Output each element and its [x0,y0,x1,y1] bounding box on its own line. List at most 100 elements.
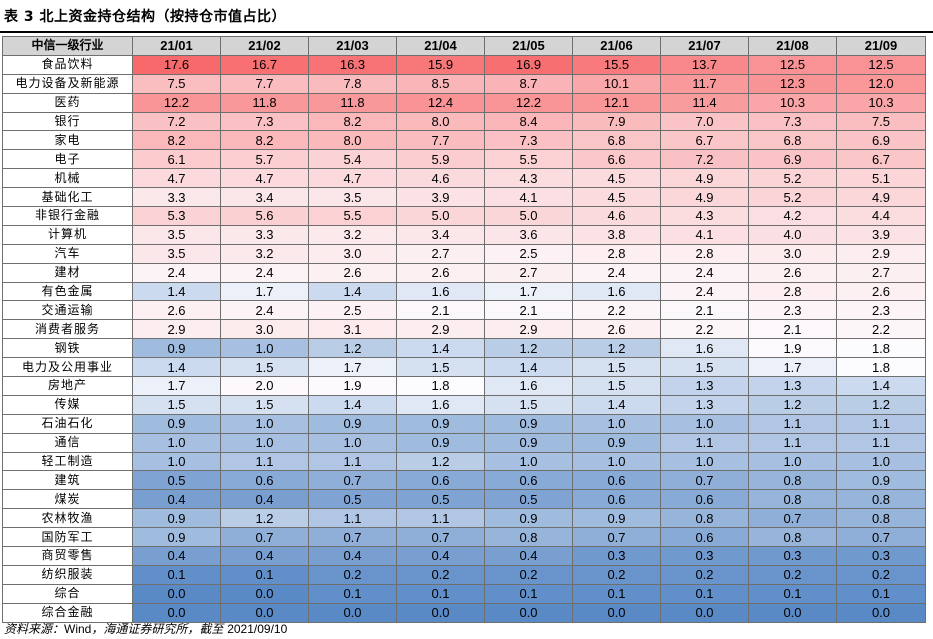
holding-share-cell: 0.6 [572,470,661,491]
holding-share-cell: 0.2 [660,564,749,585]
holding-share-cell: 1.4 [484,357,573,378]
industry-column-header: 中信一级行业 [2,36,133,56]
holding-share-cell: 1.7 [484,281,573,302]
holding-share-cell: 3.4 [396,224,485,245]
holding-share-cell: 3.9 [836,224,926,245]
holding-share-cell: 2.2 [660,319,749,340]
holding-share-cell: 15.5 [572,54,661,75]
holding-share-cell: 8.2 [132,130,221,151]
holding-share-cell: 11.4 [660,92,749,113]
holding-share-cell: 1.0 [836,451,926,472]
table-row: 食品饮料 17.6 16.7 16.3 15.9 16.9 15.5 13.7 12.5 12.5 [2,54,926,75]
holding-share-cell: 12.5 [836,54,926,75]
holding-share-cell: 1.3 [660,394,749,415]
holding-share-cell: 0.9 [308,413,397,434]
table-row: 汽车 3.5 3.2 3.0 2.7 2.5 2.8 2.8 3.0 2.9 [2,243,926,264]
industry-name-cell: 基础化工 [2,187,133,208]
holding-share-cell: 12.3 [748,73,837,94]
holding-share-cell: 3.1 [308,319,397,340]
holding-share-cell: 7.3 [484,130,573,151]
holding-share-cell: 2.9 [484,319,573,340]
holding-share-cell: 1.7 [220,281,309,302]
table-row: 纺织服装 0.1 0.1 0.2 0.2 0.2 0.2 0.2 0.2 0.2 [2,564,926,585]
table-row: 通信 1.0 1.0 1.0 0.9 0.9 0.9 1.1 1.1 1.1 [2,432,926,453]
holding-share-cell: 2.2 [836,319,926,340]
holding-share-cell: 0.4 [484,546,573,566]
holding-share-cell: 0.3 [748,546,837,566]
holding-share-cell: 16.9 [484,54,573,75]
holding-share-cell: 0.0 [748,602,837,623]
holding-share-cell: 0.9 [396,413,485,434]
holding-share-cell: 0.7 [308,470,397,491]
industry-name-cell: 有色金属 [2,281,133,302]
holding-share-cell: 2.6 [396,262,485,283]
source-date: 2021/09/10 [227,622,288,636]
source-note: 资料来源：Wind，海通证券研究所，截至 2021/09/10 [4,621,287,637]
holding-share-cell: 8.5 [396,73,485,94]
holding-share-cell: 10.3 [748,92,837,113]
holding-share-cell: 0.5 [396,489,485,510]
table-row: 银行 7.2 7.3 8.2 8.0 8.4 7.9 7.0 7.3 7.5 [2,111,926,132]
holding-share-cell: 3.5 [132,224,221,245]
holding-share-cell: 2.6 [308,262,397,283]
holding-share-cell: 0.9 [484,508,573,529]
holding-share-cell: 11.8 [220,92,309,113]
holding-share-cell: 2.9 [396,319,485,340]
table-row: 基础化工 3.3 3.4 3.5 3.9 4.1 4.5 4.9 5.2 4.9 [2,187,926,208]
holding-share-cell: 8.2 [220,130,309,151]
holding-share-cell: 6.9 [748,149,837,170]
holding-share-cell: 2.9 [836,243,926,264]
table-row: 机械 4.7 4.7 4.7 4.6 4.3 4.5 4.9 5.2 5.1 [2,168,926,189]
holding-share-cell: 0.4 [132,489,221,510]
industry-name-cell: 钢铁 [2,338,133,359]
holding-share-cell: 1.9 [308,376,397,396]
holding-share-cell: 0.8 [660,508,749,529]
holding-share-cell: 4.3 [484,168,573,189]
holding-share-cell: 0.4 [308,546,397,566]
holding-share-cell: 1.0 [572,451,661,472]
holding-share-cell: 1.4 [132,357,221,378]
holding-share-cell: 1.2 [308,338,397,359]
holding-share-cell: 1.0 [220,338,309,359]
month-column-header: 21/01 [132,36,221,56]
holding-share-cell: 5.2 [748,168,837,189]
holding-share-cell: 0.3 [836,546,926,566]
holding-share-cell: 2.4 [572,262,661,283]
holding-share-cell: 16.3 [308,54,397,75]
holding-share-cell: 3.0 [748,243,837,264]
holding-share-cell: 0.0 [660,602,749,623]
table-row: 交通运输 2.6 2.4 2.5 2.1 2.1 2.2 2.1 2.3 2.3 [2,300,926,321]
holding-share-cell: 1.5 [220,357,309,378]
holding-share-cell: 1.1 [836,432,926,453]
table-row: 石油石化 0.9 1.0 0.9 0.9 0.9 1.0 1.0 1.1 1.1 [2,413,926,434]
holding-share-cell: 1.4 [132,281,221,302]
holding-share-cell: 8.7 [484,73,573,94]
industry-name-cell: 轻工制造 [2,451,133,472]
holding-share-cell: 0.8 [484,527,573,548]
holding-share-cell: 17.6 [132,54,221,75]
holding-share-cell: 2.4 [660,262,749,283]
holding-share-cell: 1.1 [308,451,397,472]
holding-share-cell: 10.1 [572,73,661,94]
holding-share-cell: 1.0 [308,432,397,453]
holding-share-cell: 6.8 [572,130,661,151]
holding-share-cell: 4.2 [748,206,837,226]
holding-share-cell: 1.2 [836,394,926,415]
holding-share-cell: 0.0 [220,583,309,604]
table-body: 食品饮料 17.6 16.7 16.3 15.9 16.9 15.5 13.7 12.5 12.5… [2,54,926,623]
holding-share-cell: 2.3 [748,300,837,321]
holding-share-cell: 0.4 [220,546,309,566]
holding-share-cell: 0.5 [132,470,221,491]
holding-share-cell: 0.7 [396,527,485,548]
holding-share-cell: 0.1 [396,583,485,604]
holding-share-cell: 5.3 [132,206,221,226]
holding-share-cell: 1.3 [660,376,749,396]
holding-share-cell: 3.4 [220,187,309,208]
holding-share-cell: 0.0 [308,602,397,623]
holding-share-cell: 4.9 [836,187,926,208]
holding-share-cell: 2.7 [396,243,485,264]
holding-share-cell: 6.8 [748,130,837,151]
holding-share-cell: 7.0 [660,111,749,132]
holding-share-cell: 3.6 [484,224,573,245]
month-column-header: 21/09 [836,36,926,56]
